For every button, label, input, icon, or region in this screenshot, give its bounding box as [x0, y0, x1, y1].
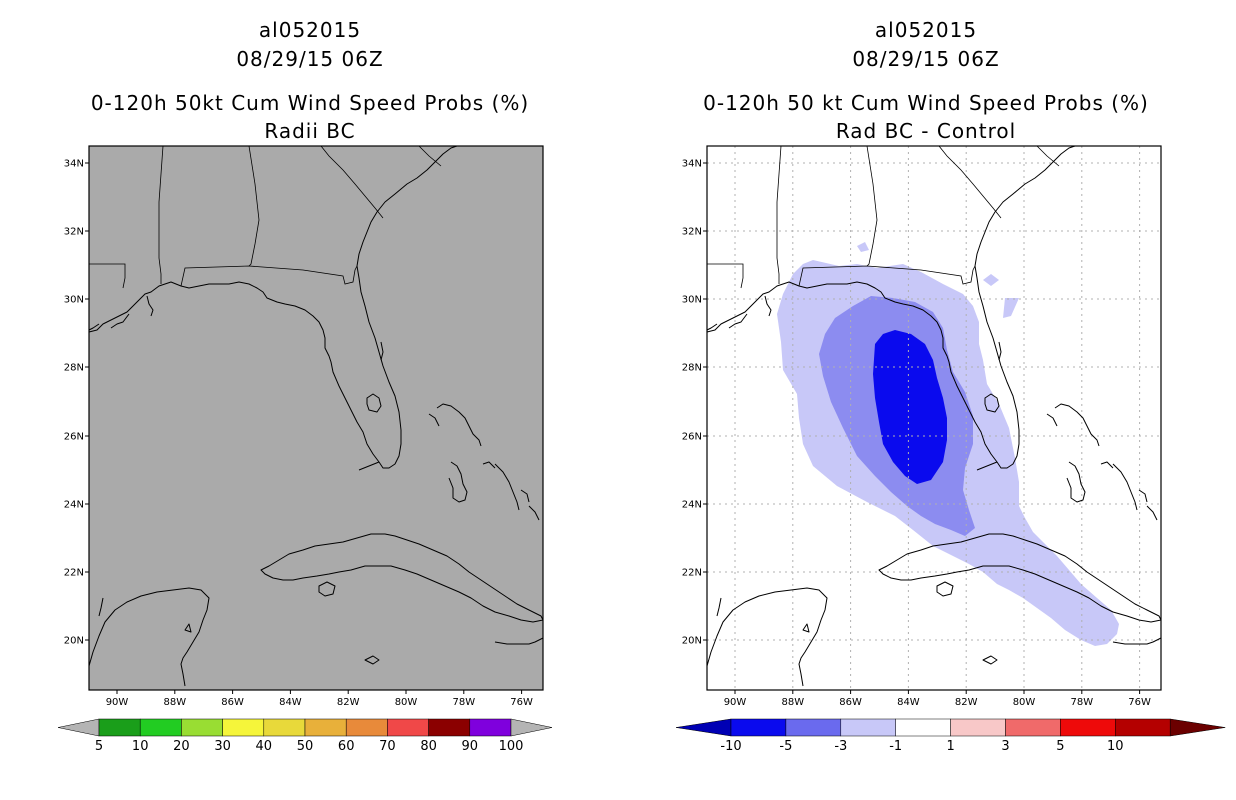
right-colorbar-swatch — [840, 718, 896, 737]
right-colorbar-swatch — [1005, 718, 1061, 737]
left-lon-label: 86W — [221, 697, 244, 708]
left-datetime: 08/29/15 06Z — [236, 47, 384, 71]
right-lon-label: 88W — [781, 697, 804, 708]
left-colorbar-swatch — [181, 718, 223, 737]
left-colorbar-label: 20 — [173, 739, 190, 754]
left-lon-label: 88W — [163, 697, 186, 708]
left-lat-label: 34N — [64, 159, 84, 170]
right-lat-label: 30N — [682, 295, 702, 306]
left-map-frame — [88, 145, 544, 691]
right-colorbar-label: -1 — [889, 739, 902, 754]
left-colorbar: 5 10 20 30 40 50 60 70 80 90 100 — [57, 718, 553, 754]
right-lat-label: 24N — [682, 500, 702, 511]
right-lon-label: 90W — [724, 697, 747, 708]
right-lat-label: 34N — [682, 159, 702, 170]
right-colorbar-label: 1 — [946, 739, 954, 754]
right-product-title: 0-120h 50 kt Cum Wind Speed Probs (%) — [703, 91, 1149, 115]
right-colorbar-swatch — [950, 718, 1006, 737]
right-lat-label: 20N — [682, 636, 702, 647]
right-grid — [707, 146, 1161, 690]
left-colorbar-label: 10 — [132, 739, 149, 754]
right-colorbar-swatch — [1060, 718, 1116, 737]
right-lon-label: 86W — [839, 697, 862, 708]
right-colorbar-label: 10 — [1107, 739, 1124, 754]
right-lon-label: 80W — [1013, 697, 1036, 708]
left-colorbar-swatch — [345, 718, 388, 737]
right-lon-label: 84W — [897, 697, 920, 708]
left-colorbar-label: 60 — [338, 739, 355, 754]
left-lon-label: 80W — [395, 697, 418, 708]
right-lon-label: 82W — [955, 697, 978, 708]
left-colorbar-swatch — [428, 718, 471, 737]
right-colorbar-swatch — [1115, 718, 1171, 737]
right-colorbar: -10 -5 -3 -1 1 3 5 10 — [675, 718, 1226, 754]
left-storm-id: al052015 — [258, 18, 362, 42]
right-colorbar-high-end — [1169, 718, 1226, 737]
left-axis-labels: 34N 32N 30N 28N 26N 24N 22N 20N 90W 88W 86W 84W 82W 8… — [64, 159, 533, 709]
right-datetime: 08/29/15 06Z — [852, 47, 1000, 71]
right-lon-label: 76W — [1128, 697, 1151, 708]
left-lat-label: 28N — [64, 363, 84, 374]
left-colorbar-label: 50 — [297, 739, 314, 754]
left-lat-label: 22N — [64, 568, 84, 579]
left-colorbar-label: 30 — [214, 739, 231, 754]
left-lat-label: 20N — [64, 636, 84, 647]
right-colorbar-low-end — [675, 718, 732, 737]
left-lon-label: 76W — [510, 697, 533, 708]
left-lat-label: 24N — [64, 500, 84, 511]
shade-minus5-to-minus10 — [873, 330, 947, 484]
right-colorbar-swatch — [895, 718, 951, 737]
right-subtitle: Rad BC - Control — [835, 119, 1017, 143]
left-colorbar-label: 5 — [95, 739, 103, 754]
left-colorbar-swatch — [304, 718, 347, 737]
left-colorbar-swatch — [139, 718, 182, 737]
left-lat-label: 30N — [64, 295, 84, 306]
left-lon-label: 90W — [106, 697, 129, 708]
left-colorbar-label: 90 — [462, 739, 479, 754]
right-colorbar-swatch — [730, 718, 787, 737]
left-map-background — [89, 146, 543, 690]
left-lat-label: 26N — [64, 432, 84, 443]
left-lon-label: 78W — [452, 697, 475, 708]
left-colorbar-swatch — [263, 718, 306, 737]
right-colorbar-label: -10 — [720, 739, 741, 754]
right-axis-labels: 34N 32N 30N 28N 26N 24N 22N 20N 90W 88W 86W 84W 82W 8… — [682, 159, 1151, 709]
right-colorbar-label: 5 — [1056, 739, 1064, 754]
left-lon-label: 84W — [279, 697, 302, 708]
left-colorbar-swatch — [98, 718, 141, 737]
left-colorbar-swatch — [387, 718, 429, 737]
left-colorbar-label: 40 — [256, 739, 273, 754]
right-lat-label: 22N — [682, 568, 702, 579]
right-lat-label: 28N — [682, 363, 702, 374]
left-colorbar-label: 100 — [499, 739, 524, 754]
right-colorbar-label: 3 — [1001, 739, 1009, 754]
right-lat-label: 32N — [682, 227, 702, 238]
right-storm-id: al052015 — [874, 18, 978, 42]
left-colorbar-high-end — [510, 718, 553, 737]
right-lat-label: 26N — [682, 432, 702, 443]
right-map-panel — [706, 145, 1162, 691]
left-colorbar-swatch — [222, 718, 265, 737]
left-lon-label: 82W — [337, 697, 360, 708]
right-colorbar-swatch — [785, 718, 842, 737]
left-colorbar-low-end — [57, 718, 100, 737]
right-lon-label: 78W — [1070, 697, 1093, 708]
right-map-frame — [706, 145, 1162, 691]
left-colorbar-label: 80 — [420, 739, 437, 754]
left-map-panel — [88, 145, 544, 691]
left-colorbar-label: 70 — [379, 739, 396, 754]
right-colorbar-label: -3 — [834, 739, 847, 754]
right-colorbar-label: -5 — [779, 739, 792, 754]
left-product-title: 0-120h 50kt Cum Wind Speed Probs (%) — [90, 91, 530, 115]
left-lat-label: 32N — [64, 227, 84, 238]
left-colorbar-swatch — [469, 718, 512, 737]
left-subtitle: Radii BC — [264, 119, 356, 143]
